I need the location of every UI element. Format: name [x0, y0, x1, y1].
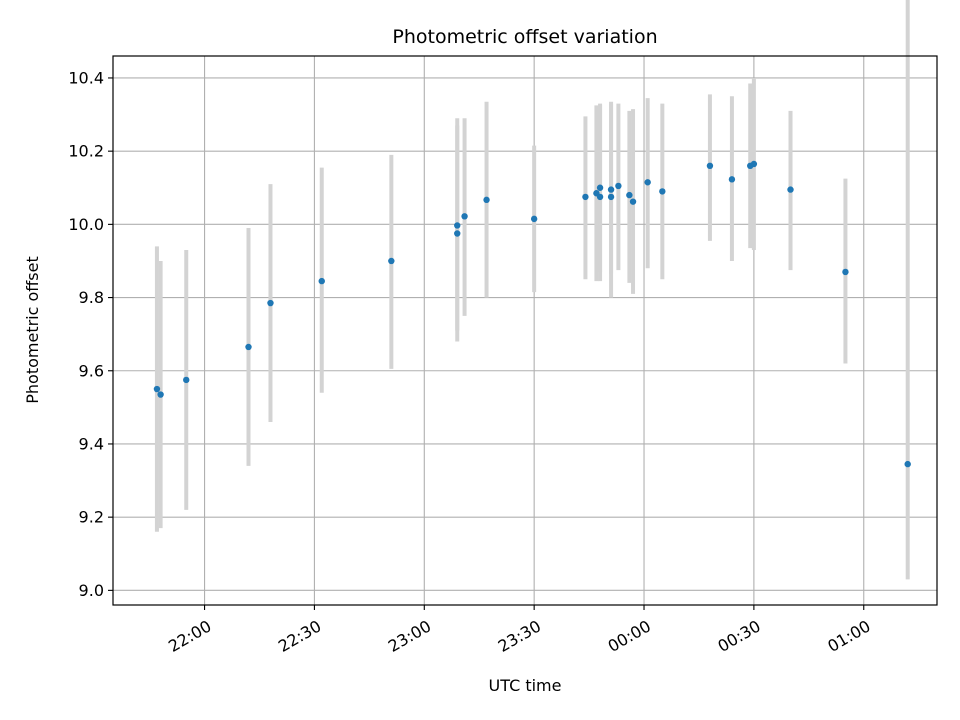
x-tick-label: 01:00: [824, 616, 873, 656]
y-tick-label: 9.4: [79, 434, 104, 453]
y-tick-label: 10.4: [68, 68, 104, 87]
data-point: [787, 186, 794, 193]
x-tick-label: 23:00: [385, 616, 434, 656]
x-tick-label: 22:00: [165, 616, 214, 656]
data-point: [728, 176, 736, 183]
chart-title: Photometric offset variation: [392, 26, 657, 48]
data-point: [461, 213, 468, 220]
y-axis-ticks: 9.0 9.2 9.4 9.6 9.8 10.0 10.2 10.4: [68, 68, 113, 600]
data-point: [607, 193, 615, 201]
data-point: [157, 391, 164, 398]
data-point: [626, 191, 633, 199]
data-point: [153, 385, 161, 393]
data-point: [454, 230, 461, 237]
y-tick-label: 10.0: [68, 215, 104, 234]
data-point: [615, 182, 622, 190]
data-point: [267, 299, 274, 307]
x-axis-title: UTC time: [489, 676, 562, 695]
data-point: [644, 179, 651, 186]
y-tick-label: 9.8: [79, 288, 104, 307]
data-point: [245, 343, 252, 351]
data-point: [530, 215, 538, 223]
data-point: [842, 268, 849, 276]
data-point: [750, 160, 758, 168]
data-points: [153, 160, 911, 468]
data-point: [596, 193, 604, 201]
data-point: [596, 184, 604, 191]
y-tick-label: 9.2: [79, 508, 104, 527]
data-point: [706, 162, 714, 169]
x-tick-label: 00:00: [605, 616, 654, 656]
data-point: [904, 460, 911, 468]
x-tick-label: 23:30: [495, 616, 544, 656]
data-point: [582, 193, 589, 201]
y-tick-label: 9.0: [79, 581, 104, 600]
error-bars: [154, 0, 910, 580]
y-tick-label: 9.6: [79, 361, 104, 380]
data-point: [318, 277, 325, 285]
y-axis-title: Photometric offset: [23, 256, 42, 404]
grid-lines: [113, 56, 937, 605]
x-tick-label: 22:30: [275, 616, 324, 656]
plot-frame: [112, 55, 938, 606]
x-tick-label: 00:30: [714, 616, 763, 656]
data-point: [659, 188, 666, 195]
data-point: [388, 257, 395, 265]
data-point: [183, 376, 190, 384]
y-tick-label: 10.2: [68, 142, 104, 161]
data-point: [454, 222, 461, 229]
data-point: [607, 186, 615, 193]
data-point: [629, 198, 637, 205]
data-point: [483, 196, 490, 204]
x-axis-ticks: 22:00 22:30 23:00 23:30 00:00 00:30 01:00: [165, 605, 874, 656]
